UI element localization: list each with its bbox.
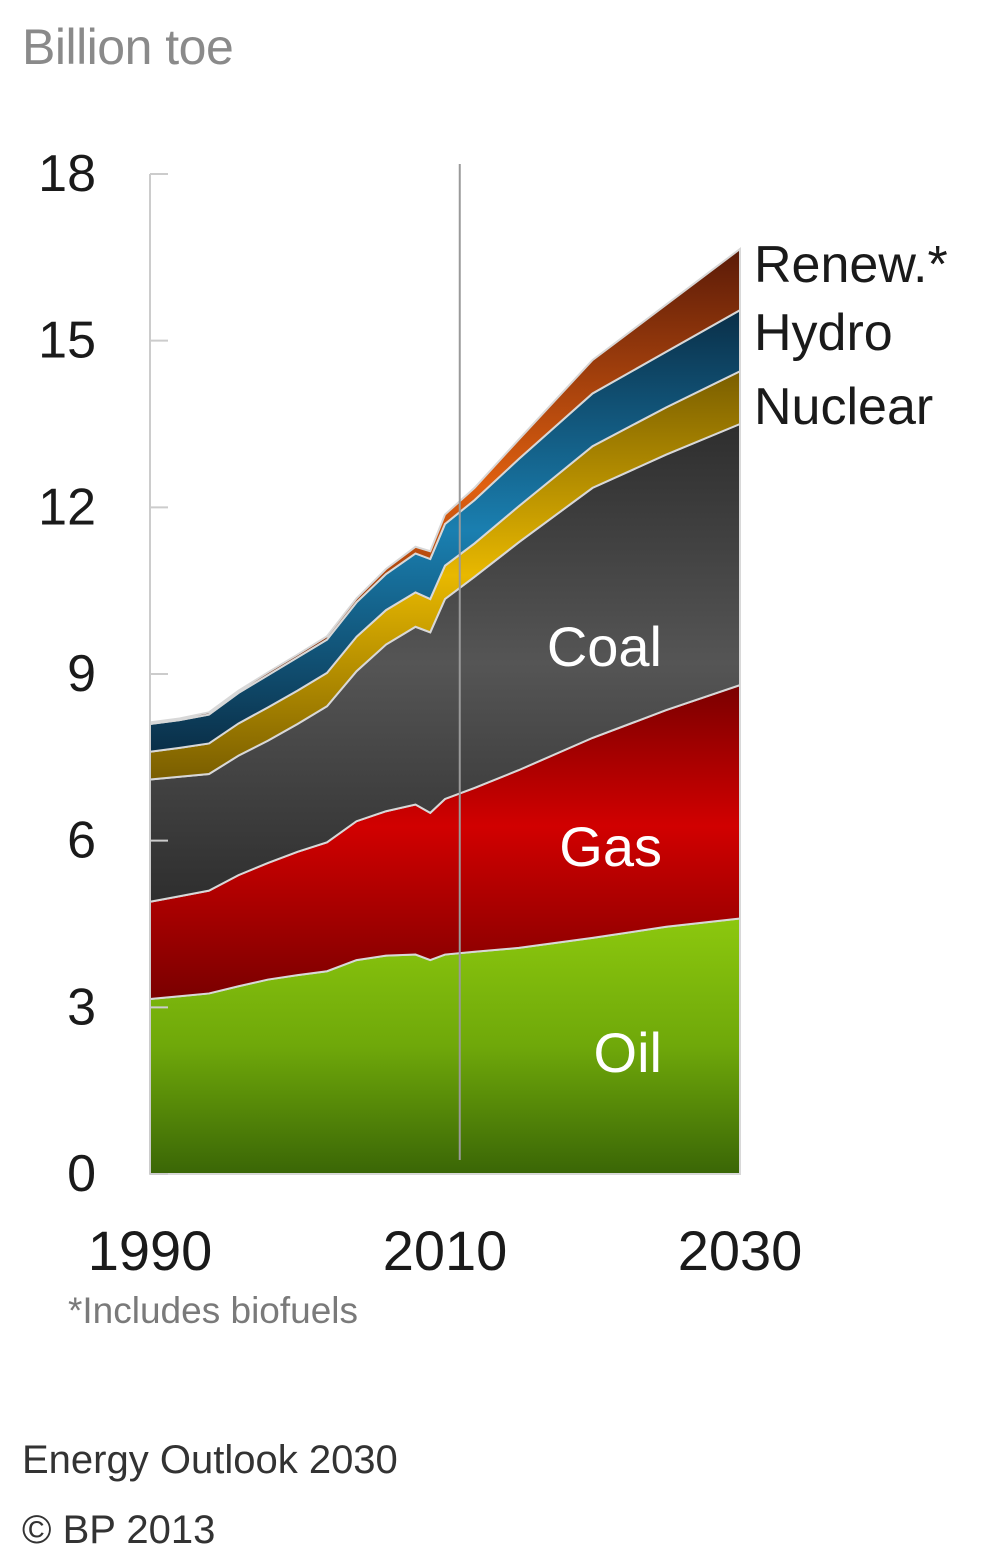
- area-series-group: [149, 246, 741, 1175]
- source-title: Energy Outlook 2030: [22, 1438, 398, 1482]
- series-label-renew: Renew.*: [754, 236, 948, 294]
- series-label-hydro: Hydro: [754, 304, 893, 362]
- y-tick-label: 9: [67, 645, 96, 703]
- y-tick-label: 15: [38, 312, 96, 370]
- y-tick-label: 0: [67, 1145, 96, 1203]
- area-renew: [149, 246, 741, 726]
- x-tick-label: 2010: [383, 1219, 508, 1282]
- y-tick-label: 18: [38, 145, 96, 203]
- series-label-gas: Gas: [559, 815, 662, 878]
- copyright: © BP 2013: [22, 1508, 216, 1552]
- axes-group: 0 3 6 9 12 15 18 1990 2010 2030: [38, 145, 802, 1282]
- series-label-coal: Coal: [547, 615, 662, 678]
- x-tick-label: 1990: [88, 1219, 213, 1282]
- x-tick-label: 2030: [678, 1219, 803, 1282]
- y-tick-label: 3: [67, 978, 96, 1036]
- series-labels-group: Oil Gas Coal Renew.* Hydro Nuclear: [547, 236, 948, 1084]
- y-axis-label: Billion toe: [22, 19, 234, 75]
- footnote: *Includes biofuels: [68, 1290, 359, 1331]
- y-tick-label: 6: [67, 812, 96, 870]
- y-tick-label: 12: [38, 478, 96, 536]
- series-label-oil: Oil: [594, 1021, 662, 1084]
- series-label-nuclear: Nuclear: [754, 378, 933, 436]
